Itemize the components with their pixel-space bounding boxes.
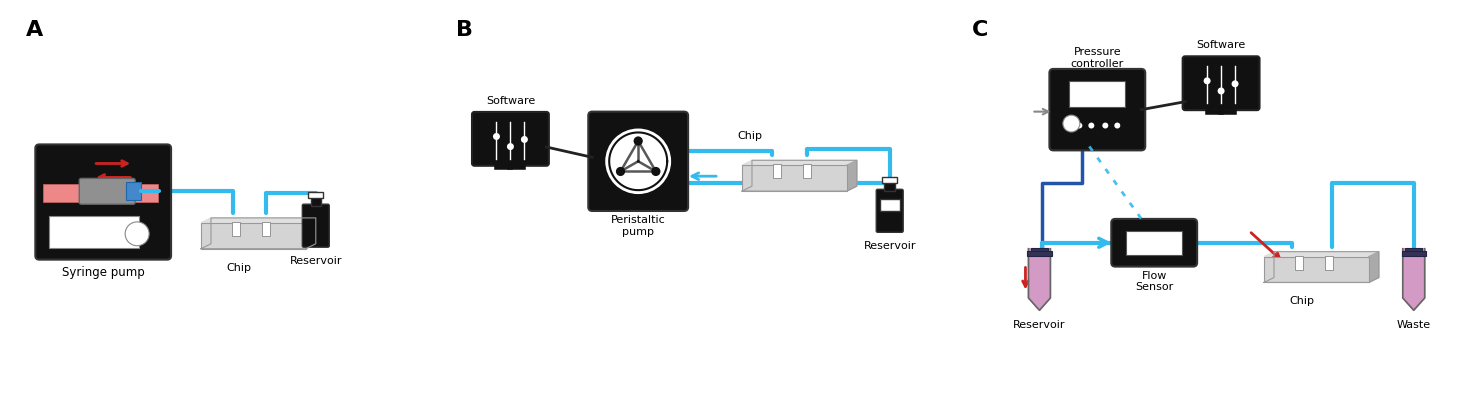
Polygon shape: [306, 218, 316, 249]
FancyBboxPatch shape: [1049, 69, 1145, 150]
Bar: [1264, 256, 1369, 282]
Bar: [262, 222, 270, 236]
Text: B: B: [455, 20, 473, 40]
Bar: [43, 184, 158, 202]
Bar: [1401, 251, 1426, 256]
Text: Reservoir: Reservoir: [1014, 320, 1066, 330]
Circle shape: [494, 133, 500, 140]
Circle shape: [1076, 122, 1082, 129]
Circle shape: [1231, 81, 1239, 87]
Circle shape: [507, 143, 514, 150]
Bar: [49, 215, 139, 248]
Text: C: C: [971, 20, 987, 40]
Bar: [1295, 256, 1304, 270]
Polygon shape: [847, 160, 857, 191]
Bar: [879, 199, 900, 211]
Circle shape: [1063, 115, 1080, 132]
FancyBboxPatch shape: [876, 189, 903, 232]
Text: Software: Software: [486, 96, 535, 106]
FancyBboxPatch shape: [1111, 219, 1197, 267]
Polygon shape: [1029, 249, 1051, 310]
Polygon shape: [742, 160, 857, 165]
Circle shape: [606, 129, 671, 194]
Bar: [126, 182, 140, 200]
FancyBboxPatch shape: [35, 144, 171, 260]
Bar: [773, 164, 782, 178]
Polygon shape: [1264, 252, 1379, 256]
Text: Software: Software: [1197, 40, 1246, 50]
Bar: [1032, 248, 1048, 251]
Text: A: A: [27, 20, 43, 40]
Circle shape: [1088, 122, 1094, 129]
Bar: [742, 165, 847, 191]
Bar: [882, 178, 897, 183]
FancyBboxPatch shape: [471, 112, 548, 166]
Text: Chip: Chip: [1289, 296, 1314, 306]
Text: Chip: Chip: [738, 132, 763, 141]
Text: Flow
Sensor: Flow Sensor: [1135, 270, 1174, 292]
FancyBboxPatch shape: [303, 204, 330, 247]
Polygon shape: [1403, 249, 1425, 310]
Bar: [232, 222, 241, 236]
Text: Peristaltic
pump: Peristaltic pump: [610, 215, 665, 237]
Bar: [1324, 256, 1333, 270]
Bar: [1070, 81, 1125, 107]
Bar: [884, 182, 896, 191]
Circle shape: [1203, 77, 1210, 84]
Bar: [1406, 248, 1422, 251]
Text: Pressure
controller: Pressure controller: [1070, 47, 1123, 69]
FancyBboxPatch shape: [1182, 56, 1259, 110]
Bar: [1027, 251, 1051, 256]
Text: Reservoir: Reservoir: [290, 256, 341, 266]
Circle shape: [1114, 122, 1120, 129]
Text: Reservoir: Reservoir: [863, 241, 916, 251]
Circle shape: [652, 167, 661, 176]
Circle shape: [520, 136, 528, 143]
Text: Chip: Chip: [226, 263, 251, 272]
FancyBboxPatch shape: [588, 112, 689, 211]
Text: Waste: Waste: [1397, 320, 1431, 330]
Polygon shape: [1369, 252, 1379, 282]
Circle shape: [634, 136, 643, 145]
Bar: [1126, 231, 1182, 255]
FancyBboxPatch shape: [80, 178, 134, 204]
Bar: [307, 192, 324, 198]
Circle shape: [1218, 88, 1225, 95]
Circle shape: [126, 222, 149, 246]
Polygon shape: [201, 218, 316, 223]
Circle shape: [1103, 122, 1108, 129]
Bar: [201, 223, 306, 249]
Circle shape: [616, 167, 625, 176]
Bar: [803, 164, 811, 178]
Bar: [310, 197, 321, 206]
Text: Syringe pump: Syringe pump: [62, 266, 145, 279]
